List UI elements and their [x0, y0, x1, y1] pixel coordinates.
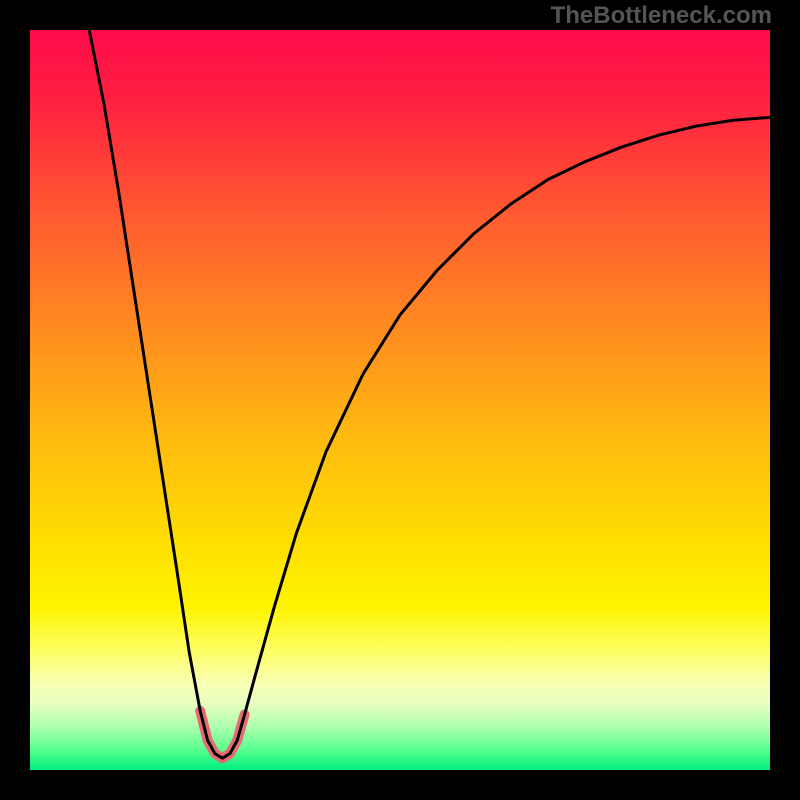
plot-area — [30, 30, 770, 770]
bottleneck-curve — [89, 30, 770, 758]
chart-svg — [30, 30, 770, 770]
watermark-text: TheBottleneck.com — [551, 2, 772, 30]
